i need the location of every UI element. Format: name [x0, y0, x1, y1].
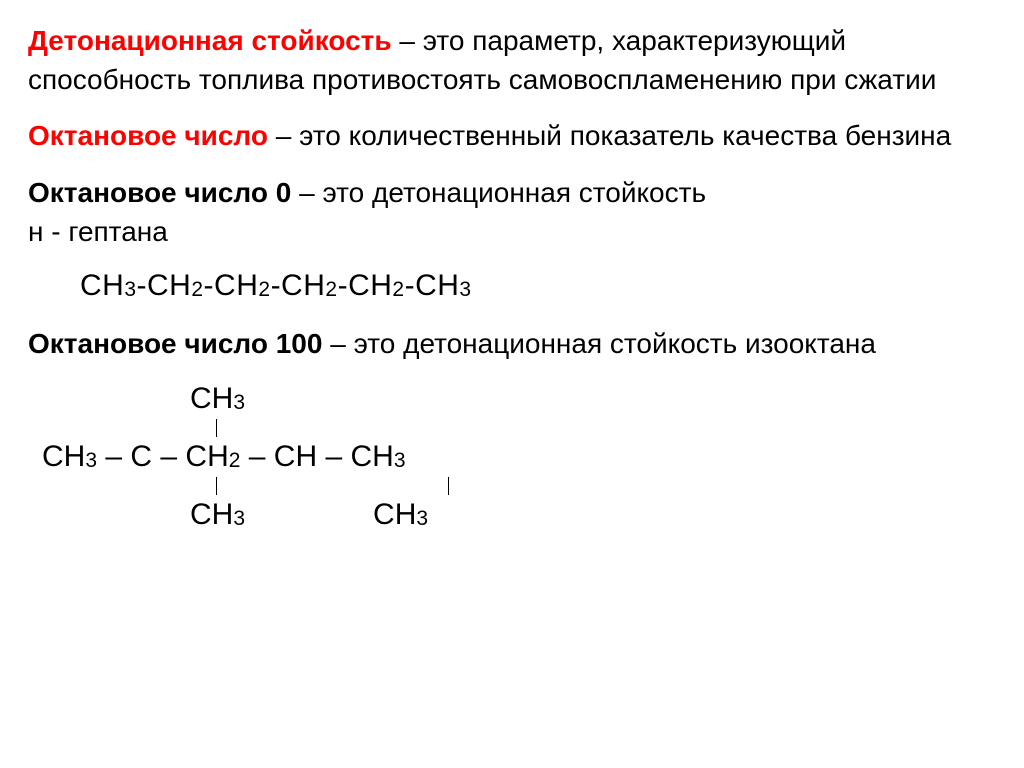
slide-page: Детонационная стойкость – это параметр, … [0, 0, 1024, 555]
term-octane: Октановое число [28, 120, 268, 151]
body-octane-hundred: – это детонационная стойкость изооктана [322, 328, 876, 359]
definition-octane-number: Октановое число – это количественный пок… [28, 117, 996, 156]
isooctane-top: CH3 [42, 381, 996, 417]
isooctane-main: CH3 – C – CH2 – CH – CH3 [42, 439, 996, 475]
line-octane-zero-2: н - гептана [28, 213, 996, 252]
definition-octane-hundred: Октановое число 100 – это детонационная … [28, 325, 996, 364]
definition-octane-zero: Октановое число 0 – это детонационная ст… [28, 174, 996, 307]
isooctane-bond-bottom [42, 475, 996, 497]
body-octane: – это количественный показатель качества… [268, 120, 951, 151]
term-octane-zero: Октановое число 0 [28, 177, 291, 208]
isooctane-bottom: CH3 CH3 [42, 497, 996, 533]
heptane-chain: CH3-CH2-CH2-CH2-CH2-CH3 [80, 269, 472, 302]
definition-detonation: Детонационная стойкость – это параметр, … [28, 22, 996, 99]
isooctane-bond-top [42, 417, 996, 439]
body-octane-zero: – это детонационная стойкость [291, 177, 706, 208]
line-octane-zero-1: Октановое число 0 – это детонационная ст… [28, 174, 996, 213]
term-detonation: Детонационная стойкость [28, 25, 392, 56]
formula-heptane: CH3-CH2-CH2-CH2-CH2-CH3 [28, 265, 996, 306]
term-octane-hundred: Октановое число 100 [28, 328, 322, 359]
formula-isooctane: CH3 CH3 – C – CH2 – CH – CH3 CH3 CH3 [28, 381, 996, 533]
